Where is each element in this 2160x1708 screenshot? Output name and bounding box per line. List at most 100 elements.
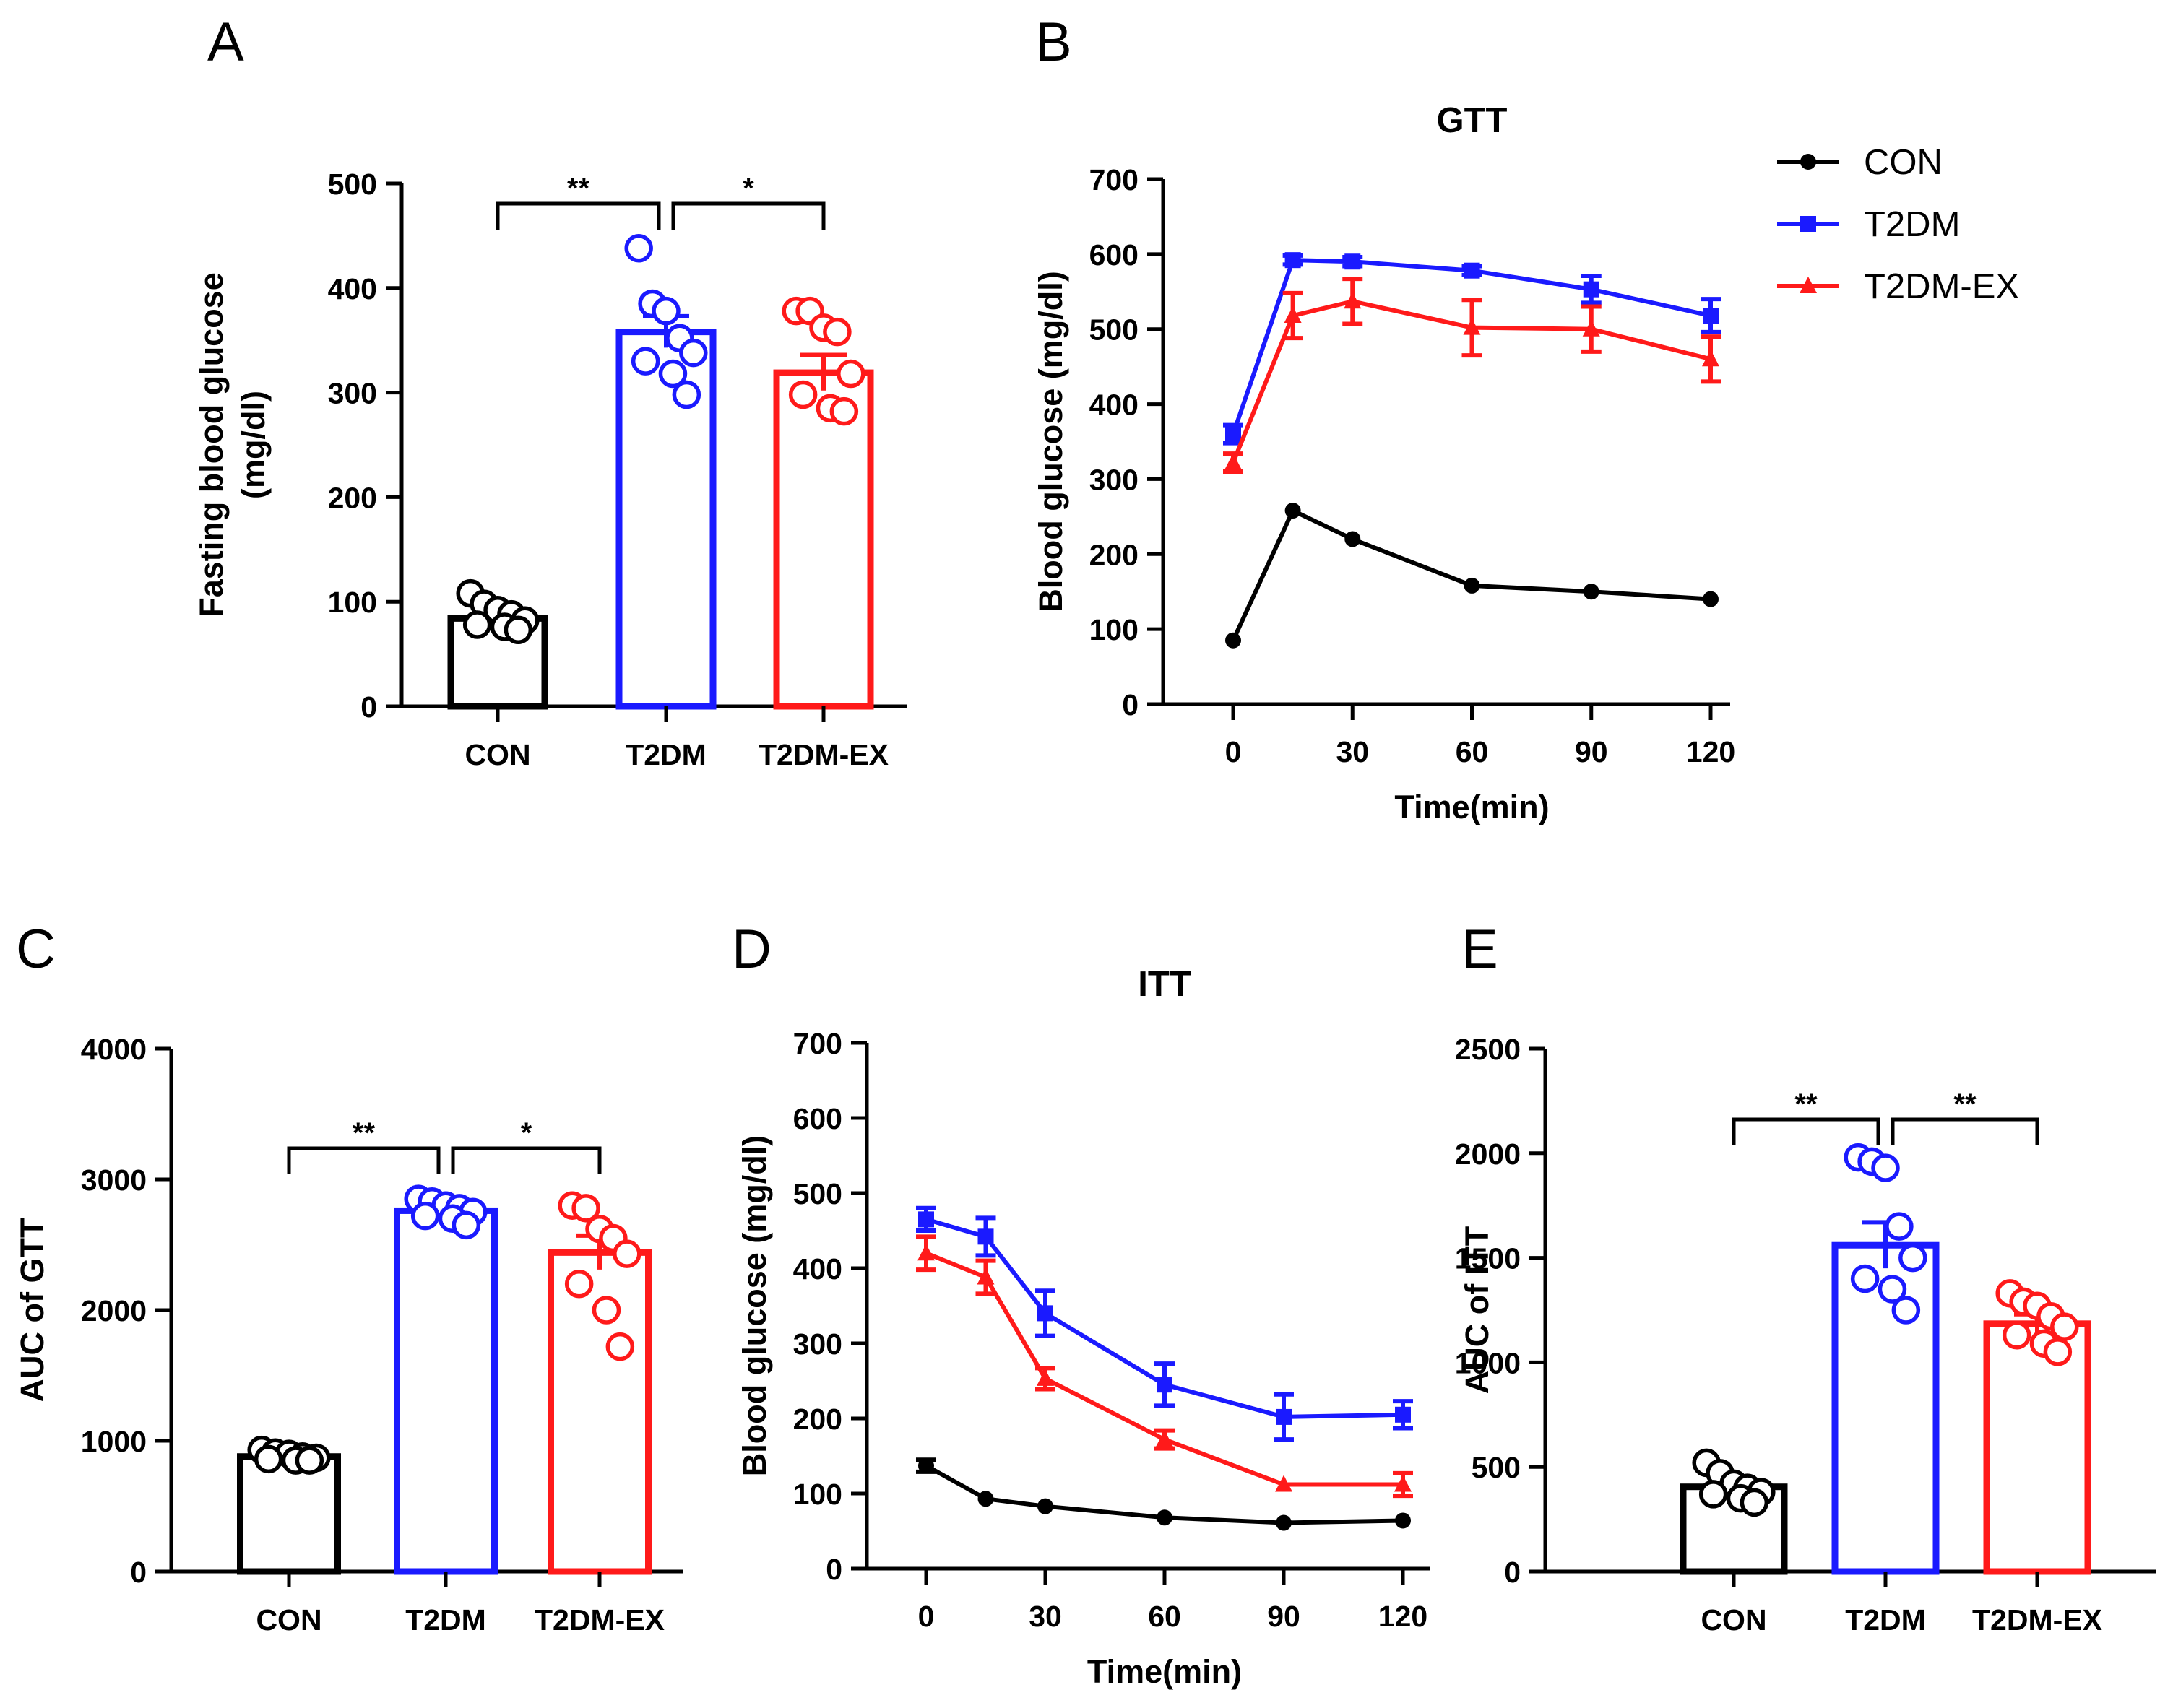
data-point-t2dm bbox=[1284, 252, 1301, 269]
legend-marker-t2dm-ex bbox=[1800, 277, 1817, 293]
y-tick-label: 400 bbox=[328, 272, 377, 305]
chart-d-itt: 0 100 200 300 400 500 600 700 0 30 60 90 120 ITT Time(… bbox=[736, 965, 1430, 1690]
x-tick-label: 0 bbox=[918, 1600, 935, 1633]
x-tick-label-con: CON bbox=[465, 738, 530, 771]
data-point-t2dm-ex bbox=[917, 1244, 935, 1261]
data-point-con bbox=[1344, 531, 1361, 547]
series-t2dm-ex bbox=[916, 1234, 1413, 1499]
data-point-con bbox=[462, 610, 492, 639]
x-tick-label-t2dm: T2DM bbox=[405, 1603, 486, 1637]
data-point-t2dm-ex bbox=[1037, 1369, 1054, 1386]
x-tick-label-t2dm: T2DM bbox=[626, 738, 707, 771]
data-point-t2dm-ex bbox=[2002, 1321, 2031, 1350]
x-tick-label: 30 bbox=[1029, 1600, 1062, 1633]
x-tick-label: 120 bbox=[1686, 735, 1735, 768]
data-point-t2dm-ex bbox=[2050, 1312, 2079, 1341]
data-point-con bbox=[1740, 1488, 1769, 1517]
data-point-t2dm-ex bbox=[829, 396, 859, 426]
y-tick-label: 100 bbox=[328, 586, 377, 619]
data-point-t2dm-ex bbox=[613, 1239, 641, 1268]
significance-label: ** bbox=[353, 1117, 376, 1149]
series-con bbox=[916, 1457, 1411, 1531]
y-tick-label: 0 bbox=[130, 1556, 147, 1589]
y-tick-label: 2500 bbox=[1455, 1033, 1521, 1066]
legend-label-con: CON bbox=[1864, 143, 1943, 182]
series-t2dm bbox=[916, 1205, 1413, 1442]
legend-label-t2dm-ex: T2DM-EX bbox=[1864, 267, 2019, 306]
y-tick-label: 500 bbox=[793, 1177, 842, 1210]
data-point-t2dm bbox=[672, 380, 701, 409]
significance-bracket bbox=[287, 1146, 441, 1174]
y-tick-label: 600 bbox=[793, 1102, 842, 1135]
series-line-con bbox=[925, 1463, 1404, 1525]
data-point-t2dm bbox=[1850, 1264, 1880, 1293]
significance-bracket bbox=[1732, 1117, 1880, 1145]
chart-e-auc-itt: 0 500 1000 1500 2000 2500 AUC of ITT CON T2DM T2D… bbox=[1455, 1033, 2156, 1637]
data-point-t2dm-ex bbox=[1394, 1475, 1412, 1492]
data-point-t2dm bbox=[1225, 426, 1241, 443]
data-point-con bbox=[1703, 591, 1719, 607]
y-tick-label: 0 bbox=[360, 690, 377, 724]
significance-bracket bbox=[496, 201, 661, 230]
y-tick-label: 0 bbox=[1122, 688, 1139, 721]
bar-con bbox=[237, 1453, 341, 1575]
data-point-t2dm bbox=[1276, 1408, 1292, 1425]
data-point-t2dm bbox=[1037, 1305, 1053, 1322]
y-tick-label: 100 bbox=[793, 1478, 842, 1511]
data-point-t2dm-ex bbox=[837, 359, 865, 389]
significance-bracket bbox=[1891, 1117, 2039, 1145]
data-point-con bbox=[1276, 1514, 1292, 1531]
data-point-t2dm bbox=[1395, 1406, 1411, 1423]
data-point-t2dm-ex bbox=[571, 1194, 600, 1223]
data-point-t2dm-ex bbox=[977, 1267, 995, 1285]
data-point-t2dm bbox=[1871, 1153, 1900, 1182]
y-tick-label: 0 bbox=[1504, 1556, 1521, 1589]
significance-label: ** bbox=[567, 173, 590, 204]
data-point-t2dm bbox=[1898, 1243, 1927, 1273]
y-tick-label: 300 bbox=[328, 377, 377, 410]
y-tick-label: 1000 bbox=[1455, 1346, 1521, 1379]
data-point-con bbox=[1583, 584, 1599, 600]
y-axis-label: AUC of GTT bbox=[14, 1218, 51, 1403]
y-tick-label: 200 bbox=[793, 1403, 842, 1436]
y-tick-label: 1000 bbox=[81, 1425, 147, 1458]
series-line-con bbox=[1231, 508, 1711, 641]
data-point-t2dm-ex bbox=[1344, 292, 1362, 309]
data-point-t2dm bbox=[679, 338, 708, 368]
data-point-t2dm-ex bbox=[605, 1332, 635, 1361]
data-point-t2dm bbox=[918, 1211, 934, 1228]
data-point-con bbox=[1464, 577, 1480, 594]
x-tick-label: 60 bbox=[1148, 1600, 1181, 1633]
data-point-con bbox=[504, 615, 533, 645]
series-t2dm-ex bbox=[1223, 277, 1721, 474]
y-tick-label: 500 bbox=[1089, 313, 1139, 347]
data-point-con bbox=[1284, 503, 1301, 519]
panel-label-d: D bbox=[732, 919, 772, 980]
y-tick-label: 4000 bbox=[81, 1033, 147, 1066]
panel-label-e: E bbox=[1461, 919, 1498, 980]
data-point-t2dm-ex bbox=[823, 317, 852, 347]
significance-bracket bbox=[671, 201, 826, 230]
y-tick-label: 600 bbox=[1089, 238, 1139, 272]
panel-label-a: A bbox=[207, 12, 244, 73]
data-point-t2dm bbox=[631, 347, 660, 376]
data-point-t2dm bbox=[1583, 281, 1599, 298]
x-tick-label: 90 bbox=[1267, 1600, 1300, 1633]
significance-bracket bbox=[451, 1146, 602, 1174]
x-tick-label: 120 bbox=[1378, 1600, 1427, 1633]
y-tick-label: 500 bbox=[328, 168, 377, 201]
x-tick-label-t2dm: T2DM bbox=[1845, 1603, 1926, 1637]
bar-t2dm bbox=[394, 1207, 498, 1575]
data-point-t2dm bbox=[452, 1210, 481, 1240]
data-point-t2dm bbox=[1891, 1296, 1921, 1325]
data-point-t2dm-ex bbox=[1224, 453, 1242, 470]
x-tick-label: 60 bbox=[1456, 735, 1489, 768]
y-tick-label: 700 bbox=[793, 1027, 842, 1060]
data-point-con bbox=[1698, 1480, 1728, 1509]
x-tick-label-con: CON bbox=[256, 1603, 321, 1637]
data-point-t2dm bbox=[652, 296, 681, 326]
data-point-t2dm bbox=[1885, 1212, 1914, 1241]
data-point-t2dm-ex bbox=[1284, 306, 1302, 324]
y-tick-label: 0 bbox=[826, 1553, 842, 1586]
